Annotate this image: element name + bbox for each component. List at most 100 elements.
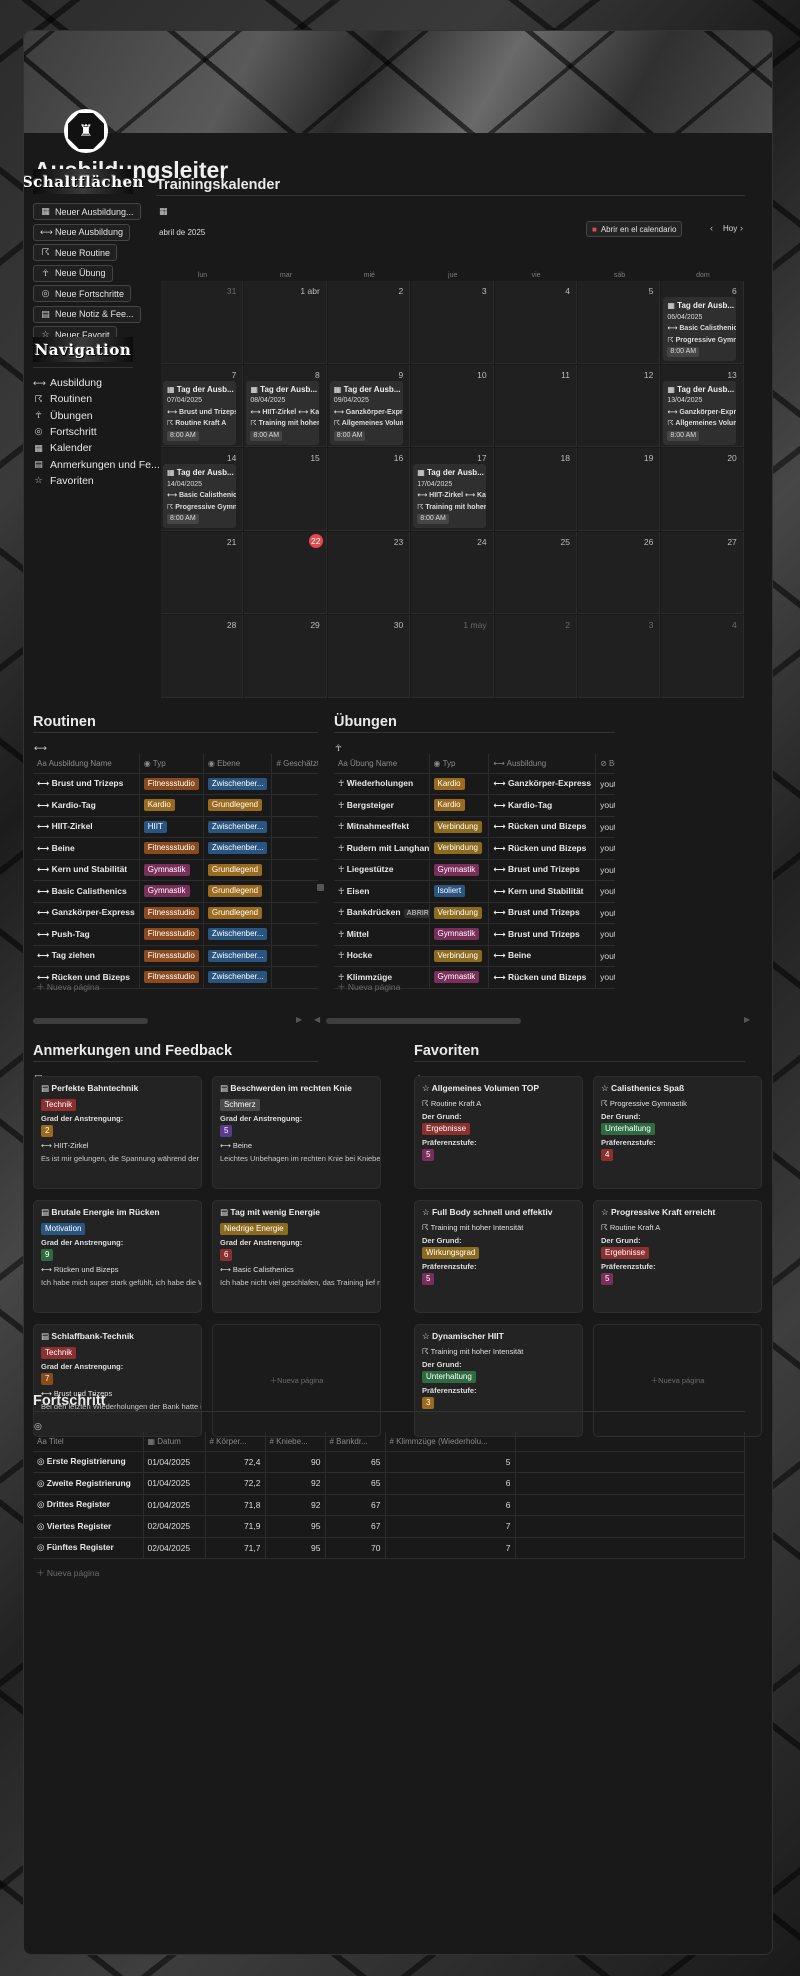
new-page-card[interactable]: ＋ Nueva página xyxy=(212,1324,381,1437)
value-cell[interactable]: 95 xyxy=(265,1515,326,1538)
routine-name-cell[interactable]: ⟷ Push-Tag xyxy=(33,923,140,946)
scroll-right-icon[interactable]: ▶ xyxy=(744,1015,751,1024)
column-header[interactable]: Aa Ausbildung Name xyxy=(33,754,140,774)
table-row[interactable]: ☥ Bankdrücken ABRIR Verbindung ⟷ Brust und … xyxy=(334,902,615,924)
value-cell[interactable]: 6 xyxy=(385,1472,516,1495)
duration-cell[interactable] xyxy=(271,902,318,924)
table-row[interactable]: ⟷ HIIT-Zirkel HIIT Zwischenber... xyxy=(33,816,318,838)
table-row[interactable]: ⟷ Push-Tag Fitnessstudio Zwischenber... xyxy=(33,923,318,946)
training-cell[interactable]: ⟷ Kern und Stabilität xyxy=(488,880,597,903)
nav-item-2[interactable]: ☥ Übungen xyxy=(33,410,92,422)
example-link-cell[interactable]: youtube xyxy=(595,773,615,795)
value-cell[interactable]: 7 xyxy=(385,1537,516,1559)
calendar-day-cell[interactable]: 1 may xyxy=(411,615,494,698)
new-page-button[interactable]: ＋ Nueva página xyxy=(36,1568,100,1578)
calendar-day-cell[interactable]: 29 xyxy=(244,615,327,698)
exercise-name-cell[interactable]: ☥ Mitnahmeeffekt xyxy=(334,816,430,838)
column-header[interactable]: ⟷ Ausbildung xyxy=(488,754,597,774)
training-cell[interactable]: ⟷ Rücken und Bizeps xyxy=(488,837,597,860)
calendar-event[interactable]: ▦ Tag der Ausb... 09/04/2025 ⟷ Ganzkörper-… xyxy=(329,380,403,445)
tag-cell[interactable]: Fitnessstudio xyxy=(139,837,204,860)
value-cell[interactable]: 02/04/2025 xyxy=(143,1537,206,1559)
calendar-day-cell[interactable]: 3 xyxy=(578,615,661,698)
nav-item-1[interactable]: ☈ Routinen xyxy=(33,393,92,405)
routine-name-cell[interactable]: ⟷ Kern und Stabilität xyxy=(33,859,140,881)
calendar-day-cell[interactable]: 21 xyxy=(161,531,244,615)
calendar-day-cell[interactable]: 4 xyxy=(661,615,744,698)
example-link-cell[interactable]: youtube xyxy=(595,880,615,903)
tag-cell[interactable]: Zwischenber... xyxy=(203,773,273,795)
tag-cell[interactable]: Verbindung xyxy=(429,902,490,924)
value-cell[interactable]: 65 xyxy=(325,1472,386,1495)
tag-cell[interactable]: Gymnastik xyxy=(429,923,490,946)
note-card[interactable]: ▤ Tag mit wenig Energie Niedrige Energie G… xyxy=(212,1200,381,1313)
sidebar-button-5[interactable]: ▤ Neue Notiz & Fee... xyxy=(33,305,141,323)
example-link-cell[interactable]: youtube xyxy=(595,945,615,967)
tag-cell[interactable]: Verbindung xyxy=(429,816,490,838)
note-card[interactable]: ▤ Schlaffbank-Technik Technik Grad der Ans… xyxy=(33,1324,202,1437)
training-cell[interactable]: ⟷ Brust und Trizeps xyxy=(488,902,597,924)
calendar-day-cell[interactable]: 11 xyxy=(494,364,577,448)
table-row[interactable]: ☥ Wiederholungen Kardio ⟷ Ganzkörper-Expre… xyxy=(334,773,615,795)
calendar-event[interactable]: ▦ Tag der Ausb... 08/04/2025 ⟷ HIIT-Zirkel… xyxy=(246,380,320,445)
calendar-event[interactable]: ▦ Tag der Ausb... 06/04/2025 ⟷ Basic Calis… xyxy=(663,297,737,361)
table-row[interactable]: ☥ Liegestütze Gymnastik ⟷ Brust und Trizep… xyxy=(334,859,615,881)
calendar-day-cell[interactable]: 1 abr xyxy=(244,281,327,364)
column-header[interactable]: ◉ Typ xyxy=(429,754,490,774)
sidebar-button-3[interactable]: ☥ Neue Übung xyxy=(33,264,113,282)
duration-cell[interactable] xyxy=(271,773,318,795)
routine-name-cell[interactable]: ⟷ Tag ziehen xyxy=(33,945,140,967)
prev-month-button[interactable]: ‹ xyxy=(710,223,713,233)
tag-cell[interactable]: Zwischenber... xyxy=(203,837,273,860)
calendar-day-cell[interactable]: 10 xyxy=(411,364,494,448)
value-cell[interactable]: 92 xyxy=(265,1494,326,1516)
tag-cell[interactable]: Fitnessstudio xyxy=(139,923,204,946)
column-header[interactable]: ◉ Typ xyxy=(139,754,204,774)
table-row[interactable]: ◎ Zweite Registrierung 01/04/2025 72,2 92 65… xyxy=(33,1472,745,1495)
table-row[interactable]: ⟷ Tag ziehen Fitnessstudio Zwischenber... xyxy=(33,945,318,967)
value-cell[interactable]: 02/04/2025 xyxy=(143,1515,206,1538)
tag-cell[interactable]: Grundlegend xyxy=(203,902,273,924)
table-row[interactable]: ◎ Erste Registrierung 01/04/2025 72,4 90 65 5 xyxy=(33,1451,745,1473)
example-link-cell[interactable]: youtube xyxy=(595,837,615,860)
calendar-day-cell[interactable]: 4 xyxy=(494,281,577,364)
title-cell[interactable]: ◎ Erste Registrierung xyxy=(33,1451,144,1473)
value-cell[interactable]: 5 xyxy=(385,1451,516,1473)
table-row[interactable]: ◎ Viertes Register 02/04/2025 71,9 95 67 7 xyxy=(33,1515,745,1538)
column-header[interactable]: # Klimmzüge (Wiederholu... xyxy=(385,1432,516,1452)
example-link-cell[interactable]: youtube xyxy=(595,859,615,881)
training-cell[interactable]: ⟷ Kardio-Tag xyxy=(488,794,597,817)
table-row[interactable]: ⟷ Brust und Trizeps Fitnessstudio Zwischen… xyxy=(33,773,318,795)
value-cell[interactable]: 71,8 xyxy=(205,1494,266,1516)
table-row[interactable]: ⟷ Ganzkörper-Express Fitnessstudio Grundle… xyxy=(33,902,318,924)
nav-item-6[interactable]: ☆ Favoriten xyxy=(33,475,93,487)
title-cell[interactable]: ◎ Zweite Registrierung xyxy=(33,1472,144,1495)
favorite-card[interactable]: ☆ Dynamischer HIIT ☈ Training mit hoher I… xyxy=(414,1324,583,1437)
calendar-event[interactable]: ▦ Tag der Ausb... 14/04/2025 ⟷ Basic Calis… xyxy=(163,464,236,529)
title-cell[interactable]: ◎ Fünftes Register xyxy=(33,1537,144,1559)
calendar-day-cell[interactable]: 28 xyxy=(161,615,244,698)
value-cell[interactable]: 01/04/2025 xyxy=(143,1494,206,1516)
duration-cell[interactable] xyxy=(271,837,318,860)
tag-cell[interactable]: Kardio xyxy=(139,794,204,817)
favorite-card[interactable]: ☆ Allgemeines Volumen TOP ☈ Routine Kraft… xyxy=(414,1076,583,1189)
duration-cell[interactable] xyxy=(271,923,318,946)
calendar-day-cell[interactable]: 30 xyxy=(327,615,411,698)
tag-cell[interactable]: Gymnastik xyxy=(139,859,204,881)
duration-cell[interactable] xyxy=(271,945,318,967)
tag-cell[interactable]: Gymnastik xyxy=(429,859,490,881)
sidebar-button-1[interactable]: ⟷ Neue Ausbildung xyxy=(33,223,131,241)
column-header[interactable]: Aa Übung Name xyxy=(334,754,430,774)
nav-item-0[interactable]: ⟷ Ausbildung xyxy=(33,377,102,389)
sidebar-button-4[interactable]: ◎ Neue Fortschritte xyxy=(33,285,132,302)
calendar-day-cell[interactable]: 19 xyxy=(578,448,661,531)
routine-name-cell[interactable]: ⟷ Brust und Trizeps xyxy=(33,773,140,795)
column-header[interactable]: # Bankdr... xyxy=(325,1432,386,1452)
tag-cell[interactable]: Zwischenber... xyxy=(203,945,273,967)
calendar-event[interactable]: ▦ Tag der Ausb... 07/04/2025 ⟷ Brust und T… xyxy=(163,380,236,445)
example-link-cell[interactable]: youtube xyxy=(595,923,615,946)
value-cell[interactable]: 95 xyxy=(265,1537,326,1559)
